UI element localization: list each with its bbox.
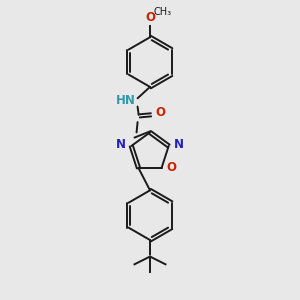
Text: O: O [167,161,177,175]
Text: CH₃: CH₃ [153,7,171,16]
Text: N: N [174,139,184,152]
Text: O: O [155,106,165,119]
Text: HN: HN [116,94,136,107]
Text: N: N [116,139,126,152]
Text: O: O [145,11,155,24]
